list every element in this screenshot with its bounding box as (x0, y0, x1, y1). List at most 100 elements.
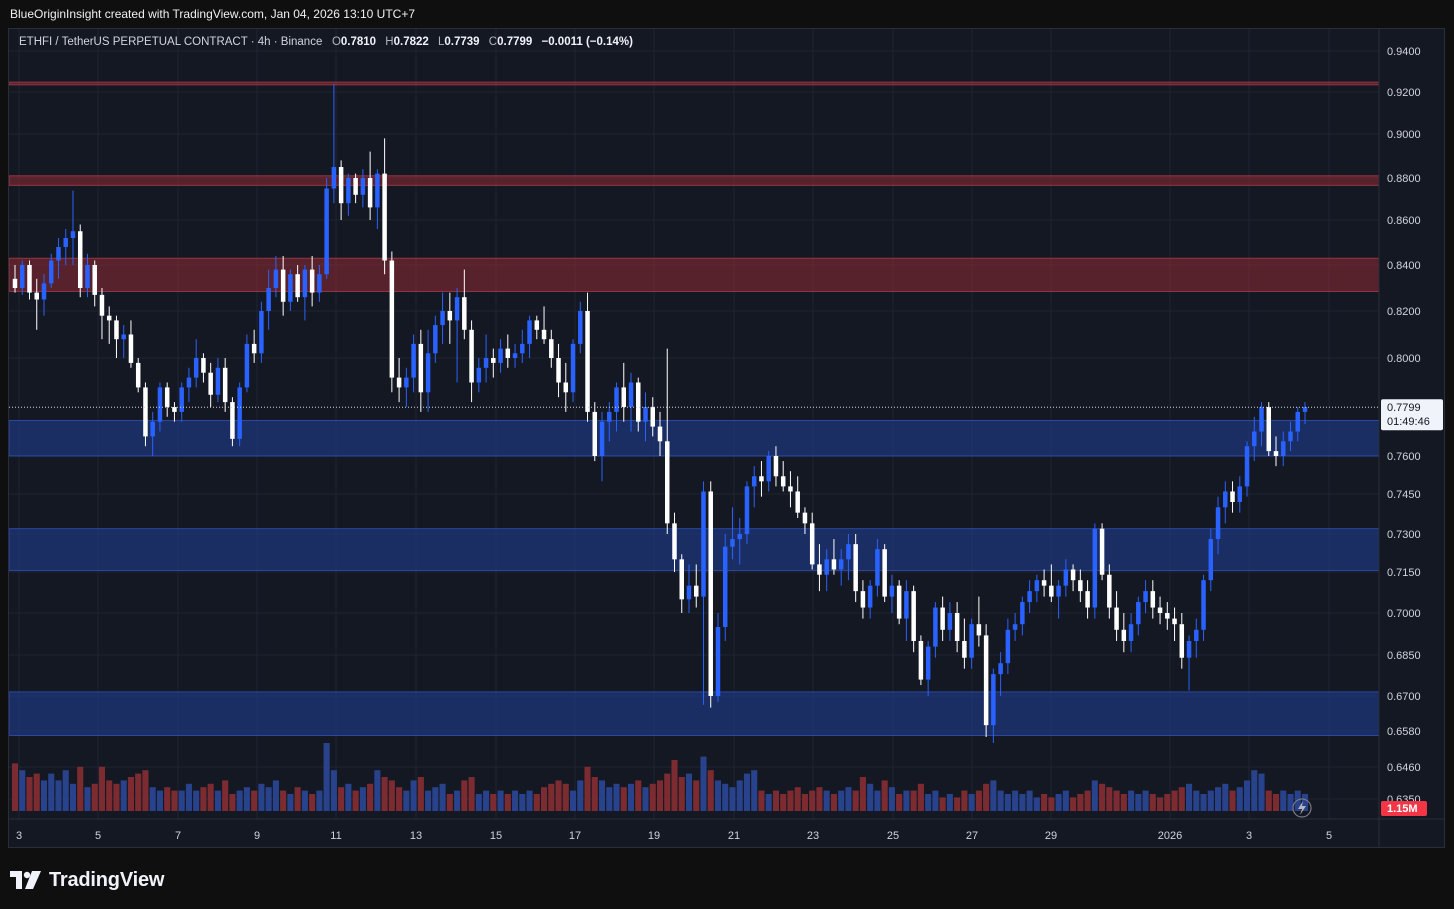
volume-bar (838, 790, 845, 811)
volume-bar (338, 787, 345, 811)
volume-bar (323, 743, 330, 811)
candle (48, 260, 54, 284)
candle (947, 613, 953, 630)
time-tick-label: 21 (728, 830, 740, 842)
candle (534, 320, 540, 330)
candle (1165, 613, 1170, 619)
volume-bar (823, 790, 830, 811)
chart-area[interactable]: 0.9400 0.9200 0.9000 0.8800 0.8600 0.8400 0.82… (8, 28, 1445, 848)
tradingview-logo-icon (10, 871, 41, 889)
candle (244, 343, 250, 388)
volume-bar (417, 777, 424, 811)
time-tick-label: 5 (1326, 830, 1332, 842)
volume-bar (504, 794, 511, 811)
candle (1302, 407, 1308, 412)
time-tick-label: 17 (569, 830, 581, 842)
volume-bar (1214, 787, 1222, 811)
volume-bar (367, 783, 374, 811)
candle (1215, 507, 1221, 540)
candle (179, 387, 184, 412)
volume-bar (1164, 794, 1171, 811)
candle (396, 377, 402, 388)
candle (1281, 441, 1286, 456)
open-label: O (331, 36, 341, 48)
candle (331, 167, 337, 189)
volume-bar (1048, 797, 1055, 811)
time-tick-label: 23 (807, 830, 819, 842)
volume-bar (816, 787, 823, 811)
price-tick-label: 0.8600 (1387, 215, 1421, 227)
tradingview-brand[interactable]: TradingView (10, 866, 164, 894)
volume-bar (91, 783, 98, 811)
price-tick-label: 0.9200 (1387, 87, 1421, 99)
candle (56, 247, 61, 261)
candle (636, 382, 641, 422)
candle (114, 320, 119, 340)
candle (954, 613, 960, 641)
volume-bar (729, 787, 736, 811)
volume-bar (801, 794, 808, 811)
volume-bar (751, 770, 758, 811)
candle (498, 348, 503, 363)
volume-tag-value: 1.15M (1387, 803, 1418, 815)
candle (1259, 407, 1264, 432)
volume-bar (548, 783, 555, 811)
price-chart[interactable]: 0.9400 0.9200 0.9000 0.8800 0.8600 0.8400 0.82… (9, 29, 1444, 847)
time-tick-label: 7 (175, 830, 181, 842)
volume-bar (1019, 794, 1026, 811)
lightning-icon[interactable] (1292, 798, 1312, 818)
time-tick-label: 2026 (1158, 830, 1182, 842)
candle (12, 278, 18, 288)
volume-bar (1026, 790, 1033, 811)
candle (70, 231, 76, 238)
volume-bar (1012, 790, 1019, 811)
symbol-name[interactable]: ETHFI / TetherUS PERPETUAL CONTRACT · 4h… (19, 36, 323, 48)
candle (918, 641, 924, 680)
candle (940, 607, 945, 630)
volume-bar (910, 790, 917, 811)
volume-bar (526, 790, 533, 811)
volume-bar (852, 790, 859, 811)
volume-bar (142, 770, 149, 811)
price-tick-label: 0.8400 (1387, 260, 1421, 272)
volume-bar (939, 797, 946, 811)
candle (933, 607, 938, 647)
price-tick-label: 0.7150 (1387, 567, 1421, 579)
volume-bar (381, 777, 388, 811)
candle (1266, 407, 1272, 452)
volume-bar (722, 783, 729, 811)
volume-bar (439, 783, 446, 811)
supply-zone-2 (9, 175, 1380, 186)
volume-bar (649, 783, 656, 811)
candle (1208, 539, 1214, 581)
candle (846, 544, 851, 560)
volume-bar (301, 790, 308, 811)
candle (143, 387, 148, 437)
candle (317, 274, 322, 293)
candle (1223, 491, 1228, 508)
candle (360, 178, 366, 195)
volume-bar (497, 790, 504, 811)
volume-bar (1186, 783, 1193, 811)
volume-bar (881, 780, 888, 811)
price-tick-label: 0.6700 (1387, 691, 1421, 703)
volume-bar (475, 794, 482, 811)
candle (1237, 486, 1243, 502)
candle (1179, 624, 1185, 658)
volume-bar (425, 790, 432, 811)
volume-bar (946, 794, 953, 811)
volume-bar (1084, 790, 1091, 811)
brand-name: TradingView (49, 868, 165, 891)
volume-bar (830, 794, 837, 811)
candle (280, 269, 286, 302)
candle (454, 297, 460, 321)
volume-bar (222, 780, 229, 811)
demand-zone-4 (9, 419, 1380, 457)
demand-zone-6 (9, 691, 1380, 737)
price-tick-label: 0.7600 (1387, 451, 1421, 463)
volume-bar (765, 794, 772, 811)
volume-bar (26, 777, 33, 811)
candle (1114, 607, 1119, 630)
candle (570, 343, 576, 393)
candle (135, 362, 141, 388)
